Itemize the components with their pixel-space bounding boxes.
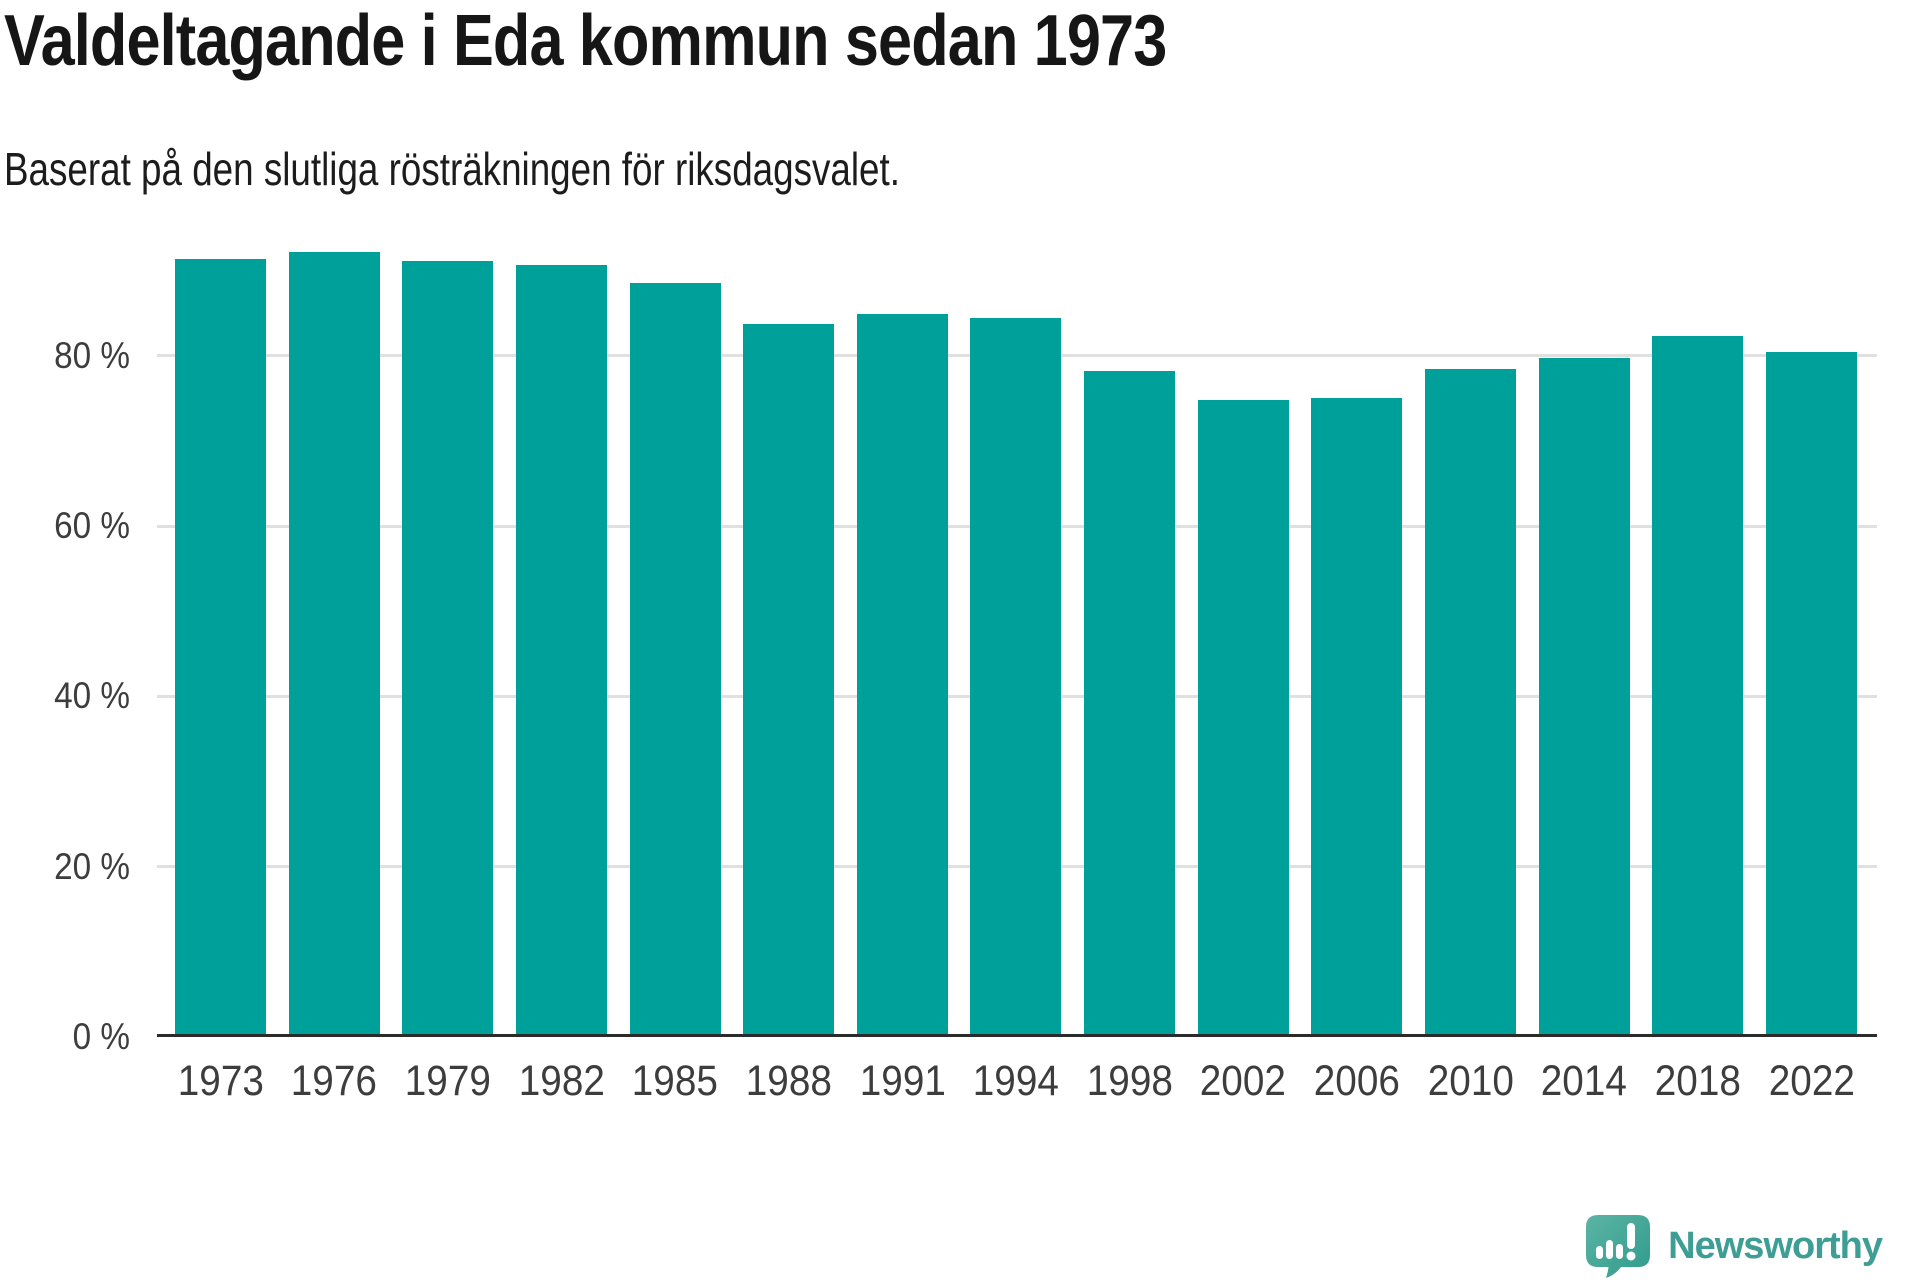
plot-area bbox=[157, 186, 1877, 1037]
chart-subtitle: Baserat på den slutliga rösträkningen fö… bbox=[4, 143, 900, 195]
x-tick-label-text: 1973 bbox=[177, 1057, 264, 1105]
x-tick-label-text: 1991 bbox=[859, 1057, 946, 1105]
bar-2014 bbox=[1538, 358, 1630, 1037]
x-tick-label-text: 2022 bbox=[1768, 1057, 1855, 1105]
bar-2018 bbox=[1652, 336, 1744, 1037]
x-tick-label-2022: 2022 bbox=[1766, 1057, 1857, 1106]
bar-1985 bbox=[629, 283, 721, 1037]
bar-1973 bbox=[175, 258, 266, 1037]
bar-1979 bbox=[402, 261, 494, 1037]
x-tick-label-text: 1998 bbox=[1086, 1057, 1173, 1105]
x-tick-label-text: 1979 bbox=[404, 1057, 491, 1105]
x-tick-label-2014: 2014 bbox=[1539, 1057, 1630, 1106]
y-tick-label-0: 0 % bbox=[72, 1016, 130, 1057]
y-tick-label-60: 60 % bbox=[54, 505, 131, 547]
bar-1994 bbox=[970, 318, 1062, 1037]
x-tick-label-1985: 1985 bbox=[630, 1057, 721, 1106]
x-tick-label-2006: 2006 bbox=[1311, 1057, 1402, 1106]
x-tick-label-text: 1988 bbox=[745, 1057, 832, 1105]
x-tick-label-1991: 1991 bbox=[857, 1057, 948, 1106]
chart-title: Valdeltagande i Eda kommun sedan 1973 bbox=[4, 1, 1167, 81]
x-tick-label-text: 2002 bbox=[1200, 1057, 1287, 1105]
x-tick-label-1973: 1973 bbox=[175, 1057, 266, 1106]
x-tick-label-1982: 1982 bbox=[516, 1057, 607, 1106]
y-tick-label-20: 20 % bbox=[54, 845, 131, 887]
x-tick-label-text: 2018 bbox=[1654, 1057, 1741, 1105]
bar-2002 bbox=[1197, 400, 1289, 1037]
bar-1998 bbox=[1084, 371, 1176, 1037]
x-tick-label-text: 1982 bbox=[518, 1057, 605, 1105]
x-tick-label-1979: 1979 bbox=[402, 1057, 493, 1106]
bar-2010 bbox=[1425, 368, 1517, 1037]
x-tick-label-2018: 2018 bbox=[1652, 1057, 1743, 1106]
bar-series bbox=[175, 186, 1857, 1037]
x-tick-label-text: 1994 bbox=[972, 1057, 1060, 1105]
newsworthy-speech-bubble-bar-chart-icon bbox=[1586, 1215, 1651, 1278]
bar-1988 bbox=[743, 324, 835, 1037]
y-tick-label-40: 40 % bbox=[54, 675, 131, 717]
x-tick-label-1988: 1988 bbox=[743, 1057, 834, 1106]
x-tick-label-1998: 1998 bbox=[1084, 1057, 1175, 1106]
x-axis-line bbox=[157, 1034, 1877, 1037]
y-tick-label-80: 80 % bbox=[54, 334, 131, 376]
bar-1976 bbox=[288, 251, 380, 1037]
bar-2006 bbox=[1311, 397, 1403, 1037]
bar-1982 bbox=[515, 264, 607, 1037]
bar-2022 bbox=[1765, 352, 1857, 1037]
newsworthy-logo: Newsworthy bbox=[1585, 1214, 1883, 1278]
x-tick-label-text: 1976 bbox=[291, 1057, 378, 1105]
x-tick-label-text: 2010 bbox=[1427, 1057, 1514, 1105]
x-tick-label-text: 2006 bbox=[1313, 1057, 1400, 1105]
x-tick-label-2010: 2010 bbox=[1425, 1057, 1516, 1106]
x-tick-label-1976: 1976 bbox=[289, 1057, 380, 1106]
x-tick-label-1994: 1994 bbox=[970, 1057, 1061, 1106]
x-tick-label-text: 2014 bbox=[1541, 1057, 1628, 1105]
x-tick-label-text: 1985 bbox=[632, 1057, 719, 1105]
x-tick-label-2002: 2002 bbox=[1198, 1057, 1289, 1106]
newsworthy-logo-text: Newsworthy bbox=[1668, 1224, 1883, 1267]
x-axis-labels: 1973 1976 1979 1982 1985 1988 1991 1994 1998 2002… bbox=[175, 1057, 1857, 1106]
bar-1991 bbox=[856, 314, 948, 1037]
